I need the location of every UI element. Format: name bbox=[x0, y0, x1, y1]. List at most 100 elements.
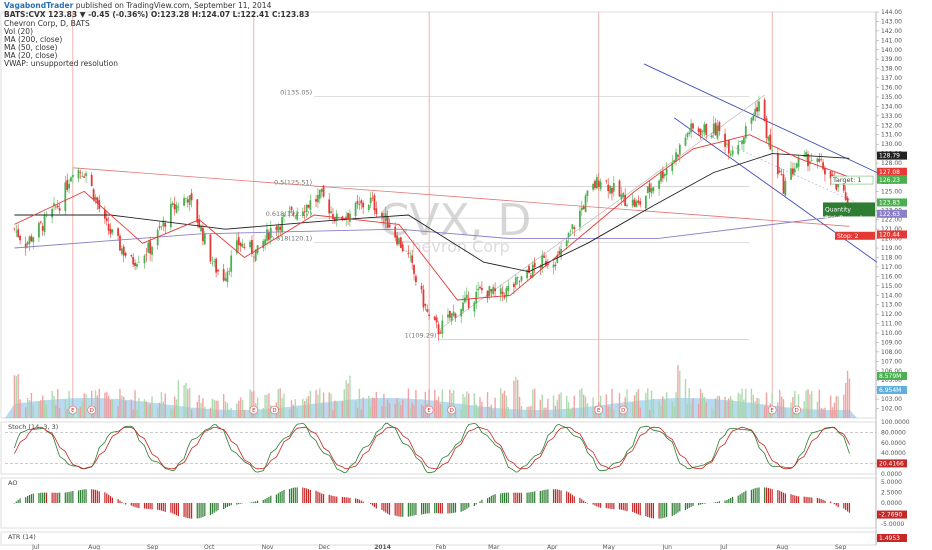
candle-body bbox=[822, 162, 824, 170]
ao-bar bbox=[117, 499, 119, 503]
y-tick-label: 109.00 bbox=[881, 339, 902, 346]
ao-bar bbox=[356, 498, 359, 503]
earnings-marker bbox=[447, 405, 457, 415]
y-tick-label: 103.00 bbox=[881, 396, 902, 403]
ao-bar bbox=[289, 488, 291, 503]
stop-box bbox=[835, 231, 875, 240]
candle-body bbox=[147, 242, 150, 253]
candle-body bbox=[671, 162, 674, 172]
x-tick-label: Apr bbox=[547, 544, 558, 550]
volume-bar bbox=[500, 388, 502, 418]
candle-body bbox=[750, 118, 753, 124]
volume-bar bbox=[85, 394, 87, 418]
ao-bar bbox=[473, 503, 475, 506]
volume-bar bbox=[665, 392, 668, 418]
ao-bar bbox=[275, 494, 278, 503]
volume-bar bbox=[488, 406, 491, 418]
volume-bar bbox=[41, 395, 44, 418]
candle-body bbox=[301, 212, 304, 216]
volume-bar bbox=[573, 395, 575, 418]
candle-body bbox=[631, 199, 634, 206]
channel-upper bbox=[643, 63, 878, 173]
volume-bar bbox=[829, 395, 832, 418]
ao-bar bbox=[517, 492, 519, 503]
candle-body bbox=[652, 187, 655, 192]
ao-bar bbox=[462, 503, 464, 511]
volume-bar bbox=[718, 395, 721, 418]
ao-bar bbox=[633, 503, 636, 513]
candle-body bbox=[718, 122, 721, 132]
volume-bar bbox=[645, 392, 647, 418]
candle-body bbox=[514, 277, 517, 286]
ao-bar bbox=[145, 503, 147, 509]
volume-bar bbox=[439, 404, 442, 418]
volume-bar bbox=[547, 398, 549, 418]
candle-body bbox=[526, 269, 529, 279]
volume-bar bbox=[479, 397, 481, 418]
candle-body bbox=[552, 264, 555, 268]
volume-bar bbox=[411, 402, 413, 418]
volume-bar bbox=[290, 400, 293, 418]
ao-bar bbox=[360, 500, 362, 503]
volume-bar bbox=[844, 382, 847, 418]
candle-body bbox=[541, 255, 544, 269]
ao-bar bbox=[424, 503, 426, 514]
ao-bar bbox=[121, 502, 123, 503]
candle-body bbox=[134, 262, 136, 267]
volume-bar bbox=[658, 400, 660, 418]
ao-bar bbox=[189, 503, 191, 519]
candle-body bbox=[439, 332, 442, 334]
ao-bar bbox=[534, 491, 536, 503]
candle-body bbox=[105, 218, 108, 221]
price-label: 123.83 bbox=[879, 199, 900, 206]
candle-body bbox=[107, 224, 110, 231]
volume-bar bbox=[492, 409, 494, 418]
candle-body bbox=[24, 243, 27, 249]
ao-bar bbox=[818, 498, 820, 503]
volume-bar bbox=[106, 391, 108, 418]
ao-bar bbox=[492, 494, 494, 503]
volume-bar bbox=[302, 398, 304, 418]
candle-body bbox=[237, 237, 240, 246]
candle-body bbox=[162, 220, 165, 227]
ao-bar bbox=[645, 503, 647, 517]
ao-bar bbox=[581, 499, 583, 503]
atr-last: 1.4953 bbox=[879, 535, 900, 542]
candle-body bbox=[111, 229, 114, 233]
ao-bar bbox=[281, 490, 283, 503]
candle-body bbox=[239, 242, 242, 247]
candle-body bbox=[507, 286, 510, 291]
ao-bar bbox=[428, 503, 430, 514]
volume-label: 6.954M bbox=[879, 387, 901, 394]
ao-bar bbox=[846, 503, 849, 512]
volume-bar bbox=[756, 397, 758, 418]
volume-bar bbox=[25, 407, 27, 418]
candle-body bbox=[612, 183, 615, 192]
ao-bar bbox=[596, 503, 598, 507]
ao-bar bbox=[315, 490, 317, 503]
volume-bar bbox=[162, 401, 165, 418]
fib-label: 0.618(122.17) bbox=[266, 210, 312, 218]
ao-bar bbox=[172, 503, 174, 514]
ao-bar bbox=[494, 494, 496, 503]
candle-body bbox=[650, 187, 653, 194]
candle-body bbox=[554, 264, 557, 267]
volume-bar bbox=[200, 402, 202, 418]
ao-bar bbox=[292, 487, 294, 503]
x-tick-label: Jun bbox=[662, 544, 673, 550]
ao-bar bbox=[635, 503, 638, 514]
candle-body bbox=[528, 266, 530, 273]
ao-bar bbox=[328, 494, 330, 503]
candle-body bbox=[53, 203, 55, 206]
volume-bar bbox=[281, 397, 283, 418]
y-tick-label: 121.00 bbox=[881, 226, 902, 233]
candle-body bbox=[569, 230, 572, 232]
ao-bar bbox=[296, 487, 298, 503]
author-link[interactable]: VagabondTrader bbox=[4, 1, 74, 10]
ao-bar bbox=[51, 492, 53, 503]
earnings-marker-label: D bbox=[621, 408, 625, 414]
volume-bar bbox=[475, 404, 477, 418]
volume-bar bbox=[228, 409, 231, 418]
volume-bar bbox=[584, 396, 587, 418]
